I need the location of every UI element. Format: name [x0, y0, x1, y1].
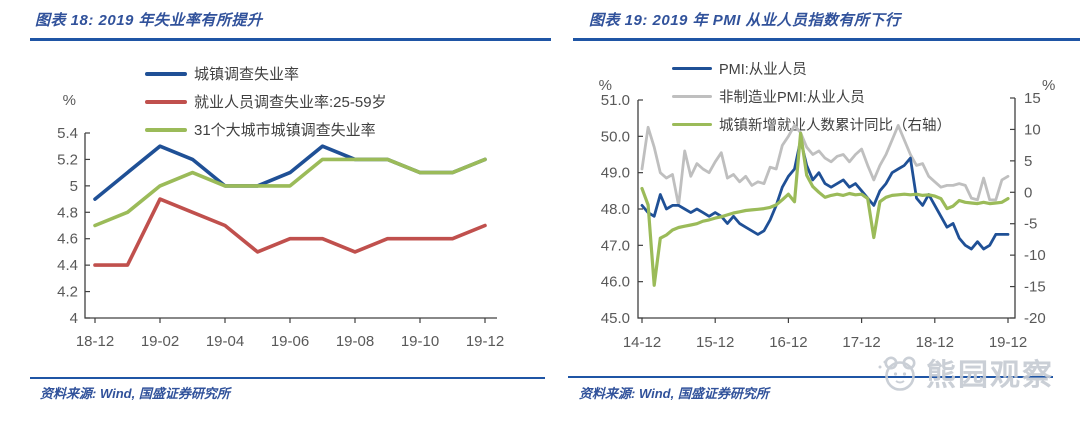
- chart-19-source-note: 资料来源: Wind, 国盛证券研究所: [579, 386, 769, 401]
- x-axis-tick-label: 19-06: [271, 333, 309, 350]
- x-axis-tick-label: 18-12: [76, 333, 114, 350]
- left-y-axis-unit-label: %: [599, 77, 612, 94]
- chart-18-legend: 城镇调查失业率就业人员调查失业率:25-59岁 31个大城市城镇调查失业率: [145, 63, 387, 147]
- chart-19-footer-rule: [568, 376, 1053, 378]
- series-line-2: [640, 131, 1010, 287]
- x-axis-tick-label: 19-04: [206, 333, 244, 350]
- right-y-axis-tick-label: -15: [1024, 279, 1046, 296]
- left-y-axis-tick-label: 45.0: [601, 310, 630, 327]
- x-axis-tick-label: 19-08: [336, 333, 374, 350]
- y-axis-tick-label: 4: [70, 310, 78, 327]
- bear-icon: [878, 356, 916, 391]
- legend-label: 非制造业PMI:从业人员: [719, 90, 865, 106]
- left-y-axis-tick-label: 46.0: [601, 274, 630, 291]
- legend-line-swatch: [145, 127, 187, 132]
- chart-19-title: 图表 19: 2019 年 PMI 从业人员指数有所下行: [589, 12, 901, 29]
- legend-label: 31个大城市城镇调查失业率: [194, 122, 376, 139]
- watermark-text: 熊园观察: [926, 359, 1054, 392]
- chart-18-title-rule: [30, 38, 551, 41]
- y-axis-tick-label: 4.2: [57, 284, 78, 301]
- y-axis-tick-label: 4.8: [57, 204, 78, 221]
- y-axis-tick-label: 5.4: [57, 125, 78, 142]
- x-axis-tick-label: 19-02: [141, 333, 179, 350]
- legend-item: 城镇新增就业人数累计同比（右轴）: [672, 114, 951, 135]
- series-line-1: [640, 124, 1010, 207]
- x-axis-tick-label: 19-10: [401, 333, 439, 350]
- left-y-axis-tick-label: 51.0: [601, 92, 630, 109]
- watermark: 熊园观察: [876, 350, 1054, 394]
- left-y-axis-tick-label: 48.0: [601, 201, 630, 218]
- legend-label: 城镇新增就业人数累计同比（右轴）: [719, 118, 951, 134]
- x-axis-tick-label: 16-12: [769, 334, 807, 351]
- chart-18-source-note: 资料来源: Wind, 国盛证券研究所: [40, 386, 230, 401]
- legend-line-swatch: [672, 122, 712, 127]
- legend-line-swatch: [145, 71, 187, 76]
- legend-item: 31个大城市城镇调查失业率: [145, 119, 387, 140]
- y-axis-tick-label: 5.2: [57, 151, 78, 168]
- left-y-axis-tick-label: 50.0: [601, 128, 630, 145]
- y-axis-unit-label: %: [63, 92, 76, 109]
- y-axis-tick-label: 4.6: [57, 231, 78, 248]
- left-y-axis-tick-label: 49.0: [601, 165, 630, 182]
- right-y-axis-tick-label: 15: [1024, 90, 1041, 107]
- chart-19-legend: PMI:从业人员非制造业PMI:从业人员城镇新增就业人数累计同比（右轴）: [672, 58, 951, 142]
- right-y-axis-tick-label: 5: [1024, 153, 1032, 170]
- legend-label: 就业人员调查失业率:25-59岁: [194, 94, 387, 111]
- legend-line-swatch: [672, 94, 712, 99]
- legend-label: 城镇调查失业率: [194, 66, 300, 83]
- chart-19-title-rule: [573, 38, 1080, 41]
- chart-19-axes: [637, 98, 1016, 319]
- legend-item: 就业人员调查失业率:25-59岁: [145, 91, 387, 112]
- x-axis-tick-label: 17-12: [842, 334, 880, 351]
- legend-label: PMI:从业人员: [719, 62, 807, 78]
- chart-18-title: 图表 18: 2019 年失业率有所提升: [35, 12, 263, 29]
- y-axis-tick-label: 4.4: [57, 257, 78, 274]
- x-axis-tick-label: 15-12: [696, 334, 734, 351]
- legend-line-swatch: [145, 99, 187, 104]
- legend-item: 城镇调查失业率: [145, 63, 387, 84]
- x-axis-tick-label: 18-12: [916, 334, 954, 351]
- right-y-axis-tick-label: -10: [1024, 247, 1046, 264]
- right-y-axis-tick-label: -5: [1024, 216, 1037, 233]
- x-axis-tick-label: 19-12: [466, 333, 504, 350]
- x-axis-tick-label: 14-12: [623, 334, 661, 351]
- series-line-0: [640, 138, 1010, 251]
- series-line-1: [93, 197, 487, 267]
- right-y-axis-tick-label: 0: [1024, 184, 1032, 201]
- x-axis-tick-label: 19-12: [989, 334, 1027, 351]
- right-y-axis-unit-label: %: [1042, 77, 1055, 94]
- series-line-2: [93, 157, 487, 228]
- chart-18-footer-rule: [30, 377, 545, 379]
- left-y-axis-tick-label: 47.0: [601, 237, 630, 254]
- legend-item: PMI:从业人员: [672, 58, 951, 79]
- legend-line-swatch: [672, 66, 712, 71]
- right-y-axis-tick-label: 10: [1024, 121, 1041, 138]
- right-y-axis-tick-label: -20: [1024, 310, 1046, 327]
- y-axis-tick-label: 5: [70, 178, 78, 195]
- legend-item: 非制造业PMI:从业人员: [672, 86, 951, 107]
